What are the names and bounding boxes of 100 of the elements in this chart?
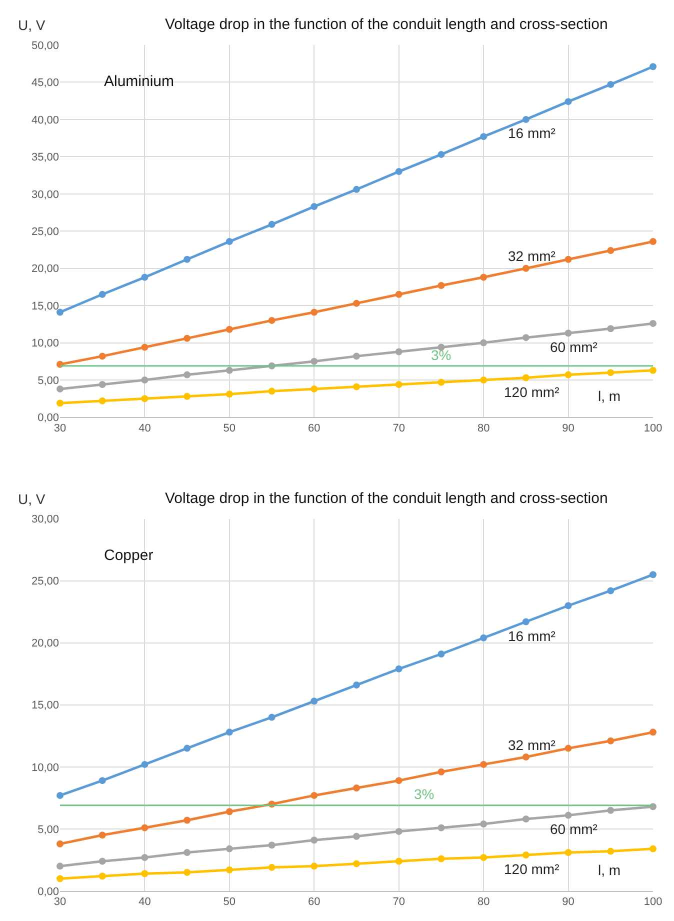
point bbox=[310, 358, 318, 365]
point bbox=[522, 618, 530, 626]
point bbox=[310, 203, 318, 210]
point bbox=[564, 849, 572, 856]
point bbox=[226, 390, 233, 398]
x-axis-title: l, m bbox=[598, 388, 621, 404]
point bbox=[226, 808, 233, 816]
series-label: 120 mm² bbox=[504, 861, 560, 877]
x-tick-label: 50 bbox=[223, 896, 236, 908]
point bbox=[395, 665, 402, 672]
point bbox=[98, 397, 106, 404]
x-tick-label: 80 bbox=[477, 896, 490, 908]
point bbox=[522, 116, 530, 123]
point bbox=[268, 842, 276, 849]
point bbox=[98, 832, 106, 839]
point bbox=[522, 852, 530, 859]
y-tick-label: 30,00 bbox=[31, 514, 59, 526]
point bbox=[353, 832, 360, 840]
y-tick-label: 0,00 bbox=[38, 412, 59, 424]
point bbox=[438, 824, 445, 832]
point bbox=[480, 854, 488, 861]
chart-title: Voltage drop in the function of the conduit length and cross-section bbox=[165, 16, 608, 33]
point bbox=[522, 374, 530, 382]
x-tick-label: 60 bbox=[308, 422, 320, 434]
x-tick-label: 100 bbox=[644, 896, 662, 908]
series-label: 16 mm² bbox=[508, 125, 556, 141]
point bbox=[353, 784, 360, 792]
point bbox=[98, 352, 106, 360]
annotation: Aluminium bbox=[104, 73, 174, 90]
point bbox=[607, 80, 614, 88]
annotation: Copper bbox=[104, 547, 154, 564]
point bbox=[353, 383, 360, 390]
point bbox=[141, 824, 148, 832]
point bbox=[56, 875, 64, 882]
y-tick-label: 25,00 bbox=[31, 226, 59, 238]
y-tick-label: 50,00 bbox=[31, 40, 59, 52]
y-tick-label: 15,00 bbox=[31, 300, 59, 312]
x-tick-label: 80 bbox=[477, 422, 490, 434]
point bbox=[268, 714, 276, 721]
point bbox=[564, 98, 572, 106]
point bbox=[607, 369, 614, 376]
point bbox=[522, 816, 530, 823]
point bbox=[650, 63, 656, 70]
point bbox=[650, 366, 656, 374]
point bbox=[480, 820, 488, 828]
y-axis-title: U, V bbox=[18, 491, 46, 507]
y-tick-label: 25,00 bbox=[31, 576, 59, 588]
point bbox=[184, 371, 191, 378]
point bbox=[310, 308, 318, 316]
point bbox=[650, 320, 656, 327]
point bbox=[184, 849, 191, 856]
point bbox=[650, 728, 656, 736]
point bbox=[438, 150, 445, 158]
point bbox=[480, 376, 488, 384]
point bbox=[607, 806, 614, 814]
y-axis-title: U, V bbox=[18, 17, 46, 33]
point bbox=[353, 186, 360, 193]
y-tick-label: 20,00 bbox=[31, 263, 59, 276]
series-label: 32 mm² bbox=[508, 248, 556, 264]
series-label: 60 mm² bbox=[550, 821, 598, 837]
point bbox=[650, 571, 656, 578]
point bbox=[184, 334, 191, 342]
point bbox=[98, 290, 106, 298]
x-axis-title: l, m bbox=[598, 862, 621, 878]
point bbox=[310, 385, 318, 392]
point bbox=[141, 376, 148, 384]
y-tick-label: 0,00 bbox=[38, 886, 59, 898]
point bbox=[395, 168, 402, 176]
point bbox=[522, 753, 530, 760]
point bbox=[438, 650, 445, 658]
x-tick-label: 100 bbox=[644, 422, 662, 434]
point bbox=[56, 840, 64, 848]
point bbox=[56, 308, 64, 316]
point bbox=[184, 868, 191, 876]
point bbox=[353, 352, 360, 360]
point bbox=[141, 395, 148, 402]
annotation: 3% bbox=[431, 347, 452, 363]
point bbox=[226, 866, 233, 874]
series-label: 32 mm² bbox=[508, 737, 556, 753]
y-tick-label: 5,00 bbox=[38, 824, 59, 836]
x-tick-label: 40 bbox=[138, 422, 151, 434]
point bbox=[310, 792, 318, 799]
point bbox=[310, 698, 318, 705]
x-tick-label: 30 bbox=[54, 422, 66, 434]
y-tick-label: 5,00 bbox=[38, 374, 59, 387]
point bbox=[141, 870, 148, 878]
point bbox=[226, 326, 233, 333]
point bbox=[141, 760, 148, 768]
point bbox=[650, 238, 656, 246]
point bbox=[480, 339, 488, 346]
y-tick-label: 10,00 bbox=[31, 762, 59, 774]
point bbox=[395, 348, 402, 356]
x-tick-label: 50 bbox=[223, 422, 236, 434]
point bbox=[480, 760, 488, 768]
series-label: 120 mm² bbox=[504, 384, 560, 400]
point bbox=[480, 133, 488, 140]
point bbox=[564, 256, 572, 263]
point bbox=[184, 744, 191, 752]
x-tick-label: 90 bbox=[562, 896, 574, 908]
x-tick-label: 40 bbox=[138, 896, 151, 908]
